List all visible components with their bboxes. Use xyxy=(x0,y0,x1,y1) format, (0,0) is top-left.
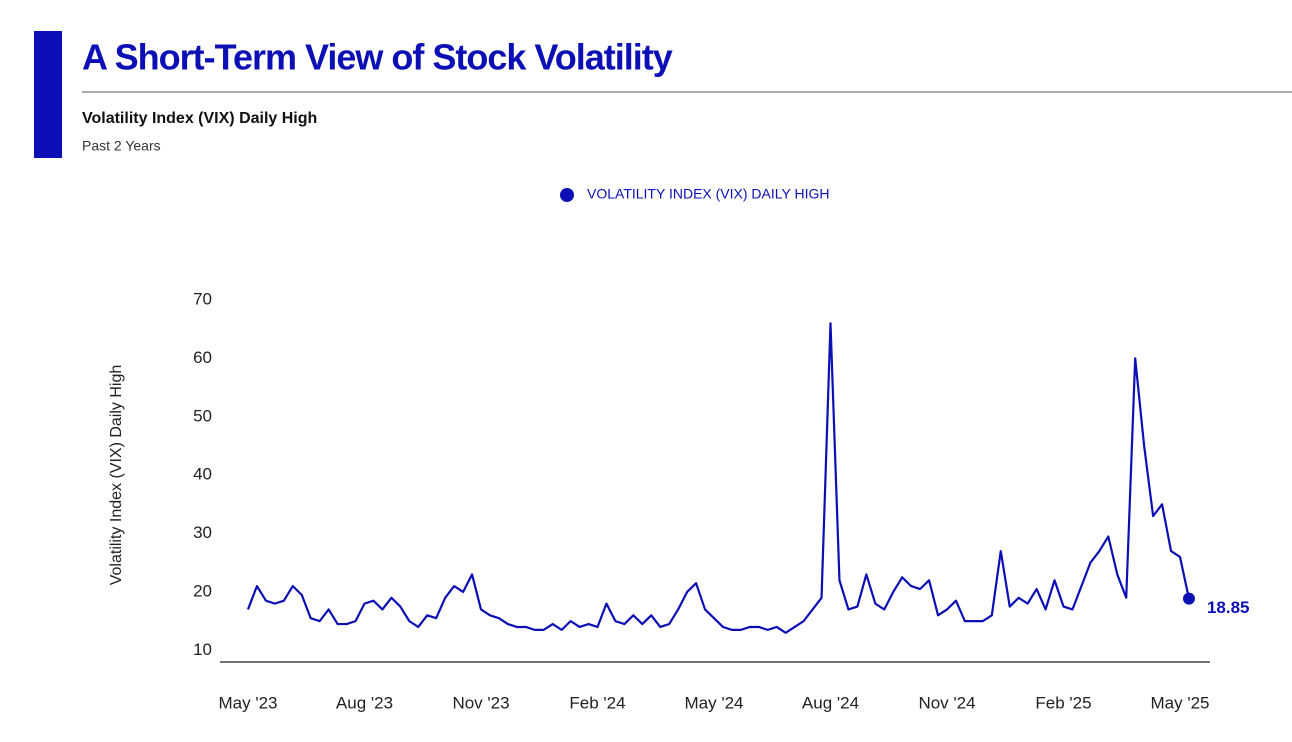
y-tick-label: 40 xyxy=(193,465,212,484)
x-tick-label: May '24 xyxy=(685,693,744,712)
y-tick-label: 50 xyxy=(193,406,212,425)
x-tick-label: Feb '24 xyxy=(569,693,625,712)
y-tick-label: 30 xyxy=(193,523,212,542)
chart-title: A Short-Term View of Stock Volatility xyxy=(82,37,673,78)
x-tick-label: Feb '25 xyxy=(1035,693,1091,712)
x-tick-label: Nov '24 xyxy=(918,693,975,712)
accent-bar xyxy=(34,31,62,158)
legend-marker xyxy=(560,188,574,202)
x-tick-label: May '25 xyxy=(1151,693,1210,712)
y-tick-label: 10 xyxy=(193,640,212,659)
legend-label: VOLATILITY INDEX (VIX) DAILY HIGH xyxy=(587,186,829,202)
end-point xyxy=(1182,592,1195,605)
x-tick-label: Aug '23 xyxy=(336,693,393,712)
y-tick-label: 20 xyxy=(193,581,212,600)
x-tick-label: Aug '24 xyxy=(802,693,859,712)
y-axis-label: Volatility Index (VIX) Daily High xyxy=(108,365,125,586)
y-tick-label: 60 xyxy=(193,348,212,367)
end-value-label: 18.85 xyxy=(1207,598,1250,617)
x-tick-label: May '23 xyxy=(219,693,278,712)
x-tick-label: Nov '23 xyxy=(452,693,509,712)
y-tick-label: 70 xyxy=(193,289,212,308)
chart-caption: Past 2 Years xyxy=(82,138,161,154)
chart-subtitle: Volatility Index (VIX) Daily High xyxy=(82,110,317,127)
series-line xyxy=(246,322,1191,634)
